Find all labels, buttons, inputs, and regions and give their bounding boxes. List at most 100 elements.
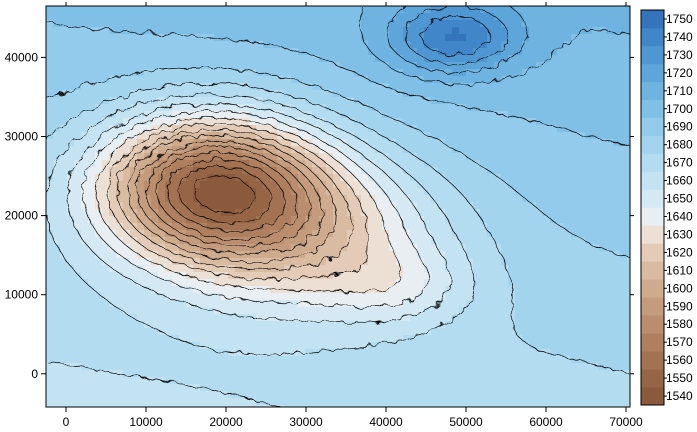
contour-cell [137,6,145,14]
contour-cell [158,370,166,378]
colorbar-swatch [641,207,664,226]
contour-cell [452,111,460,119]
contour-cell [627,349,630,357]
contour-cell [536,300,544,308]
contour-cell [354,209,362,217]
contour-cell [585,202,593,210]
contour-cell [298,391,306,399]
contour-cell [410,146,418,154]
contour-cell [151,307,159,315]
contour-cell [396,195,404,203]
contour-cell [228,398,236,406]
contour-cell [305,223,313,231]
contour-cell [249,27,257,35]
contour-cell [221,265,229,273]
contour-cell [515,209,523,217]
contour-cell [207,202,215,210]
contour-cell [578,118,586,126]
contour-cell [256,363,264,371]
contour-cell [382,216,390,224]
contour-cell [578,125,586,133]
contour-cell [361,111,369,119]
contour-cell [403,139,411,147]
contour-cell [67,209,75,217]
contour-cell [501,377,509,385]
contour-cell [298,195,306,203]
contour-cell [508,370,516,378]
contour-cell [403,244,411,252]
contour-cell [410,139,418,147]
contour-cell [263,76,271,84]
contour-cell [221,370,229,378]
contour-cell [522,104,530,112]
contour-cell [130,125,138,133]
contour-cell [382,223,390,231]
contour-cell [501,230,509,238]
contour-cell [606,223,614,231]
contour-cell [515,272,523,280]
contour-cell [361,195,369,203]
contour-cell [382,202,390,210]
contour-cell [508,132,516,140]
contour-cell [242,405,250,407]
contour-cell [242,377,250,385]
contour-cell [284,349,292,357]
contour-cell [116,62,124,70]
contour-cell [599,251,607,259]
contour-cell [165,384,173,392]
contour-cell [67,216,75,224]
contour-cell [536,321,544,329]
contour-cell [627,209,630,217]
contour-cell [599,398,607,406]
contour-cell [186,55,194,63]
contour-cell [102,13,110,21]
contour-cell [627,328,630,336]
contour-cell [480,76,488,84]
contour-cell [95,69,103,77]
contour-cell [179,335,187,343]
contour-cell [536,69,544,77]
contour-cell [375,251,383,259]
contour-cell [214,244,222,252]
contour-cell [487,188,495,196]
contour-cell [466,293,474,301]
contour-cell [396,62,404,70]
contour-cell [487,356,495,364]
contour-cell [613,139,621,147]
contour-cell [207,384,215,392]
contour-cell [382,398,390,406]
contour-cell [116,83,124,91]
contour-cell [361,146,369,154]
contour-cell [312,223,320,231]
contour-cell [606,216,614,224]
contour-cell [466,62,474,70]
contour-cell [277,195,285,203]
contour-cell [571,48,579,56]
contour-cell [627,97,630,105]
contour-cell [368,62,376,70]
contour-cell [599,244,607,252]
contour-cell [179,314,187,322]
contour-cell [389,153,397,161]
contour-cell [186,69,194,77]
contour-cell [116,384,124,392]
contour-cell [46,69,54,77]
contour-cell [179,300,187,308]
contour-cell [382,139,390,147]
contour-cell [207,90,215,98]
contour-cell [599,356,607,364]
contour-cell [606,181,614,189]
contour-cell [480,153,488,161]
contour-cell [445,405,453,407]
contour-cell [144,132,152,140]
contour-cell [487,237,495,245]
contour-cell [95,76,103,84]
contour-cell [424,279,432,287]
contour-cell [165,27,173,35]
contour-cell [235,27,243,35]
contour-cell [277,209,285,217]
contour-cell [95,391,103,399]
contour-cell [193,55,201,63]
contour-cell [375,272,383,280]
contour-cell [606,398,614,406]
